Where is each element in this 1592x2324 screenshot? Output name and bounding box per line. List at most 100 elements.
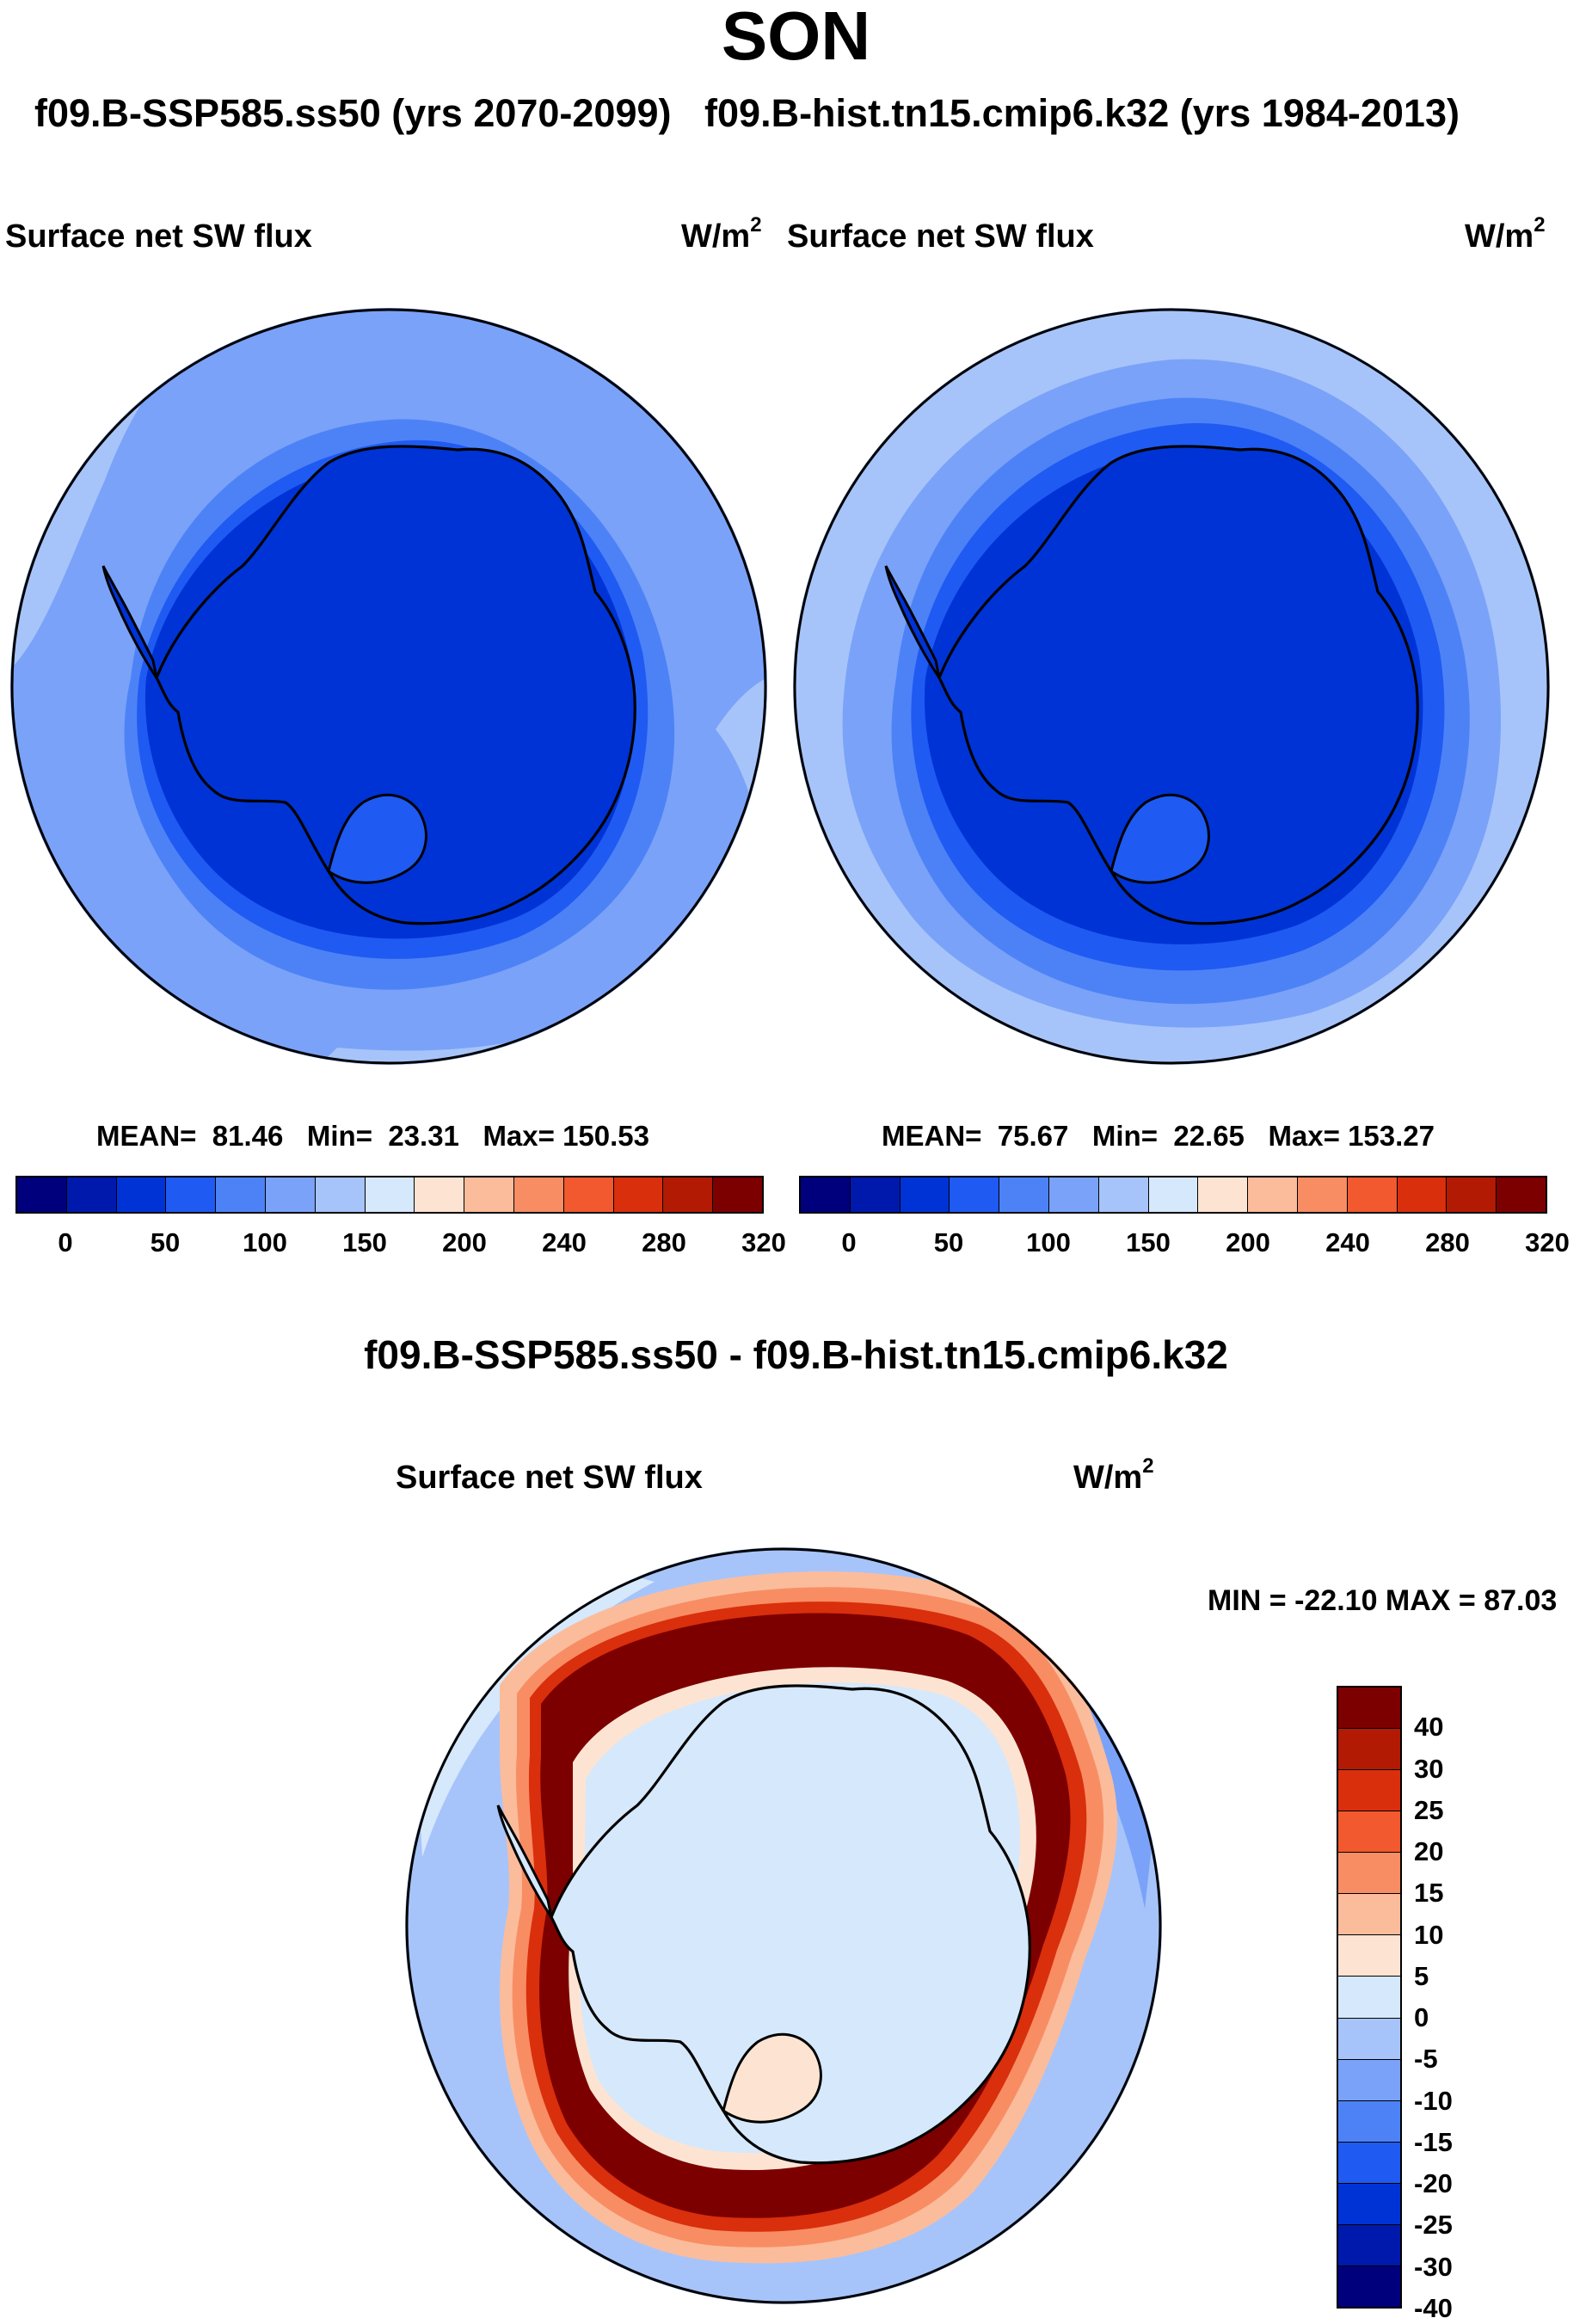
subtitle-case-right: f09.B-hist.tn15.cmip6.k32 (yrs 1984-2013…: [704, 91, 1460, 135]
difference-minmax: MIN = -22.10 MAX = 87.03: [1208, 1584, 1558, 1617]
difference-colorbar-tick-label: -40: [1414, 2293, 1453, 2323]
panel2-colorbar-tick-label: 50: [933, 1227, 964, 1257]
panel1-colorbar-tick-label: 150: [342, 1227, 387, 1257]
difference-colorbar-swatch: [1338, 2224, 1400, 2266]
panel1-variable-label: Surface net SW flux: [5, 218, 312, 255]
panel2-colorbar-swatch: [900, 1177, 950, 1212]
panel2-mean-value: 75.67: [997, 1120, 1069, 1152]
panel1-units: W/m2: [681, 213, 762, 255]
panel1-colorbar-swatch: [663, 1177, 714, 1212]
panel2-colorbar-swatch: [1297, 1177, 1348, 1212]
panel2-colorbar-swatch: [801, 1177, 851, 1212]
difference-colorbar-swatch: [1338, 2059, 1400, 2101]
difference-colorbar-swatch: [1338, 1811, 1400, 1854]
panel2-colorbar-swatch: [1497, 1177, 1546, 1212]
panel2-colorbar-swatch: [1397, 1177, 1448, 1212]
panel2-variable-label: Surface net SW flux: [787, 218, 1094, 255]
panel1-colorbar-tick-label: 280: [642, 1227, 686, 1257]
panel2-colorbar-swatch: [1248, 1177, 1298, 1212]
panel1-colorbar: [15, 1176, 764, 1214]
difference-colorbar-tick-label: 30: [1414, 1753, 1444, 1784]
panel1-colorbar-tick-label: 200: [442, 1227, 487, 1257]
subtitle-case-left: f09.B-SSP585.ss50 (yrs 2070-2099): [34, 91, 672, 135]
panel1-colorbar-swatch: [563, 1177, 614, 1212]
panel1-colorbar-swatch: [713, 1177, 762, 1212]
difference-colorbar-tick-label: 10: [1414, 1919, 1444, 1950]
panel1-map-border: [10, 308, 767, 1065]
difference-colorbar: [1337, 1686, 1402, 2309]
panel1-colorbar-tick-label: 100: [243, 1227, 287, 1257]
panel1-colorbar-swatch: [265, 1177, 316, 1212]
panel2-colorbar-swatch: [1098, 1177, 1149, 1212]
difference-units: W/m2: [1073, 1454, 1154, 1497]
panel2-colorbar-swatch: [999, 1177, 1049, 1212]
panel1-colorbar-swatch: [513, 1177, 564, 1212]
panel1-colorbar-swatch: [464, 1177, 514, 1212]
panel2-colorbar-tick-label: 240: [1325, 1227, 1370, 1257]
panel2-colorbar-swatch: [1048, 1177, 1099, 1212]
difference-colorbar-tick-label: 5: [1414, 1960, 1429, 1991]
panel2-colorbar-tick-label: 200: [1226, 1227, 1270, 1257]
panel1-colorbar-swatch: [116, 1177, 167, 1212]
panel1-min-value: 23.31: [388, 1120, 459, 1152]
panel1-colorbar-swatch: [315, 1177, 366, 1212]
panel1-colorbar-swatch: [613, 1177, 664, 1212]
difference-colorbar-tick-label: 15: [1414, 1878, 1444, 1909]
panel1-max-value: 150.53: [562, 1120, 650, 1152]
difference-title: f09.B-SSP585.ss50 - f09.B-hist.tn15.cmip…: [364, 1332, 1228, 1377]
difference-colorbar-tick-label: 25: [1414, 1794, 1444, 1825]
panel1-colorbar-swatch: [216, 1177, 266, 1212]
season-title: SON: [721, 0, 871, 74]
difference-colorbar-swatch: [1338, 1977, 1400, 2019]
panel2-colorbar-tick-label: 0: [841, 1227, 857, 1257]
panel2-stats: MEAN= 75.67 Min= 22.65 Max= 153.27: [882, 1120, 1435, 1152]
difference-colorbar-tick-label: -15: [1414, 2126, 1453, 2157]
difference-variable-label: Surface net SW flux: [396, 1460, 703, 1496]
difference-map-border: [405, 1547, 1162, 2304]
panel2-polar-map: [793, 308, 1550, 1065]
difference-colorbar-swatch: [1338, 2266, 1400, 2307]
panel2-colorbar-swatch: [950, 1177, 1000, 1212]
difference-colorbar-tick-label: 20: [1414, 1836, 1444, 1867]
panel2-colorbar-swatch: [1148, 1177, 1199, 1212]
difference-colorbar-swatch: [1338, 1688, 1400, 1730]
panel2-max-value: 153.27: [1348, 1120, 1435, 1152]
panel1-stats: MEAN= 81.46 Min= 23.31 Max= 150.53: [96, 1120, 650, 1152]
panel2-colorbar: [799, 1176, 1547, 1214]
panel1-mean-value: 81.46: [212, 1120, 284, 1152]
difference-colorbar-ticks: 40 30 25 20 15 10 5 0 -5 -10 -15 -20 -25 -30 -40: [1414, 1686, 1509, 2323]
panel1-colorbar-tick-label: 50: [150, 1227, 181, 1257]
panel2-colorbar-tick-label: 100: [1026, 1227, 1071, 1257]
difference-polar-map: [405, 1547, 1162, 2304]
panel2-units: W/m2: [1465, 213, 1546, 255]
panel2-colorbar-ticks: 0 50 100 150 200 240 280 320: [799, 1227, 1569, 1262]
difference-colorbar-swatch: [1338, 1853, 1400, 1895]
difference-colorbar-swatch: [1338, 2018, 1400, 2060]
difference-colorbar-swatch: [1338, 2183, 1400, 2225]
difference-colorbar-tick-label: -10: [1414, 2085, 1453, 2116]
panel2-min-value: 22.65: [1173, 1120, 1245, 1152]
difference-colorbar-tick-label: 40: [1414, 1712, 1444, 1743]
difference-colorbar-swatch: [1338, 2100, 1400, 2143]
panel1-colorbar-swatch: [166, 1177, 217, 1212]
panel1-colorbar-swatch: [66, 1177, 117, 1212]
panel2-colorbar-swatch: [1447, 1177, 1497, 1212]
difference-colorbar-tick-label: -25: [1414, 2210, 1453, 2241]
difference-colorbar-swatch: [1338, 1894, 1400, 1936]
difference-colorbar-swatch: [1338, 1770, 1400, 1812]
panel2-colorbar-tick-label: 320: [1525, 1227, 1570, 1257]
panel2-colorbar-tick-label: 280: [1425, 1227, 1470, 1257]
comparison-subtitle: f09.B-SSP585.ss50 (yrs 2070-2099) f09.B-…: [34, 89, 1592, 138]
panel2-colorbar-tick-label: 150: [1126, 1227, 1171, 1257]
panel1-polar-map: [10, 308, 767, 1065]
panel1-colorbar-swatch: [415, 1177, 465, 1212]
panel1-colorbar-tick-label: 240: [542, 1227, 587, 1257]
difference-colorbar-tick-label: -30: [1414, 2251, 1453, 2282]
panel1-colorbar-swatch: [365, 1177, 415, 1212]
difference-colorbar-tick-label: -20: [1414, 2168, 1453, 2199]
panel1-colorbar-swatch: [17, 1177, 67, 1212]
panel2-colorbar-swatch: [1347, 1177, 1398, 1212]
difference-colorbar-swatch: [1338, 1729, 1400, 1771]
panel1-colorbar-ticks: 0 50 100 150 200 240 280 320: [15, 1227, 785, 1262]
panel2-map-border: [793, 308, 1550, 1065]
